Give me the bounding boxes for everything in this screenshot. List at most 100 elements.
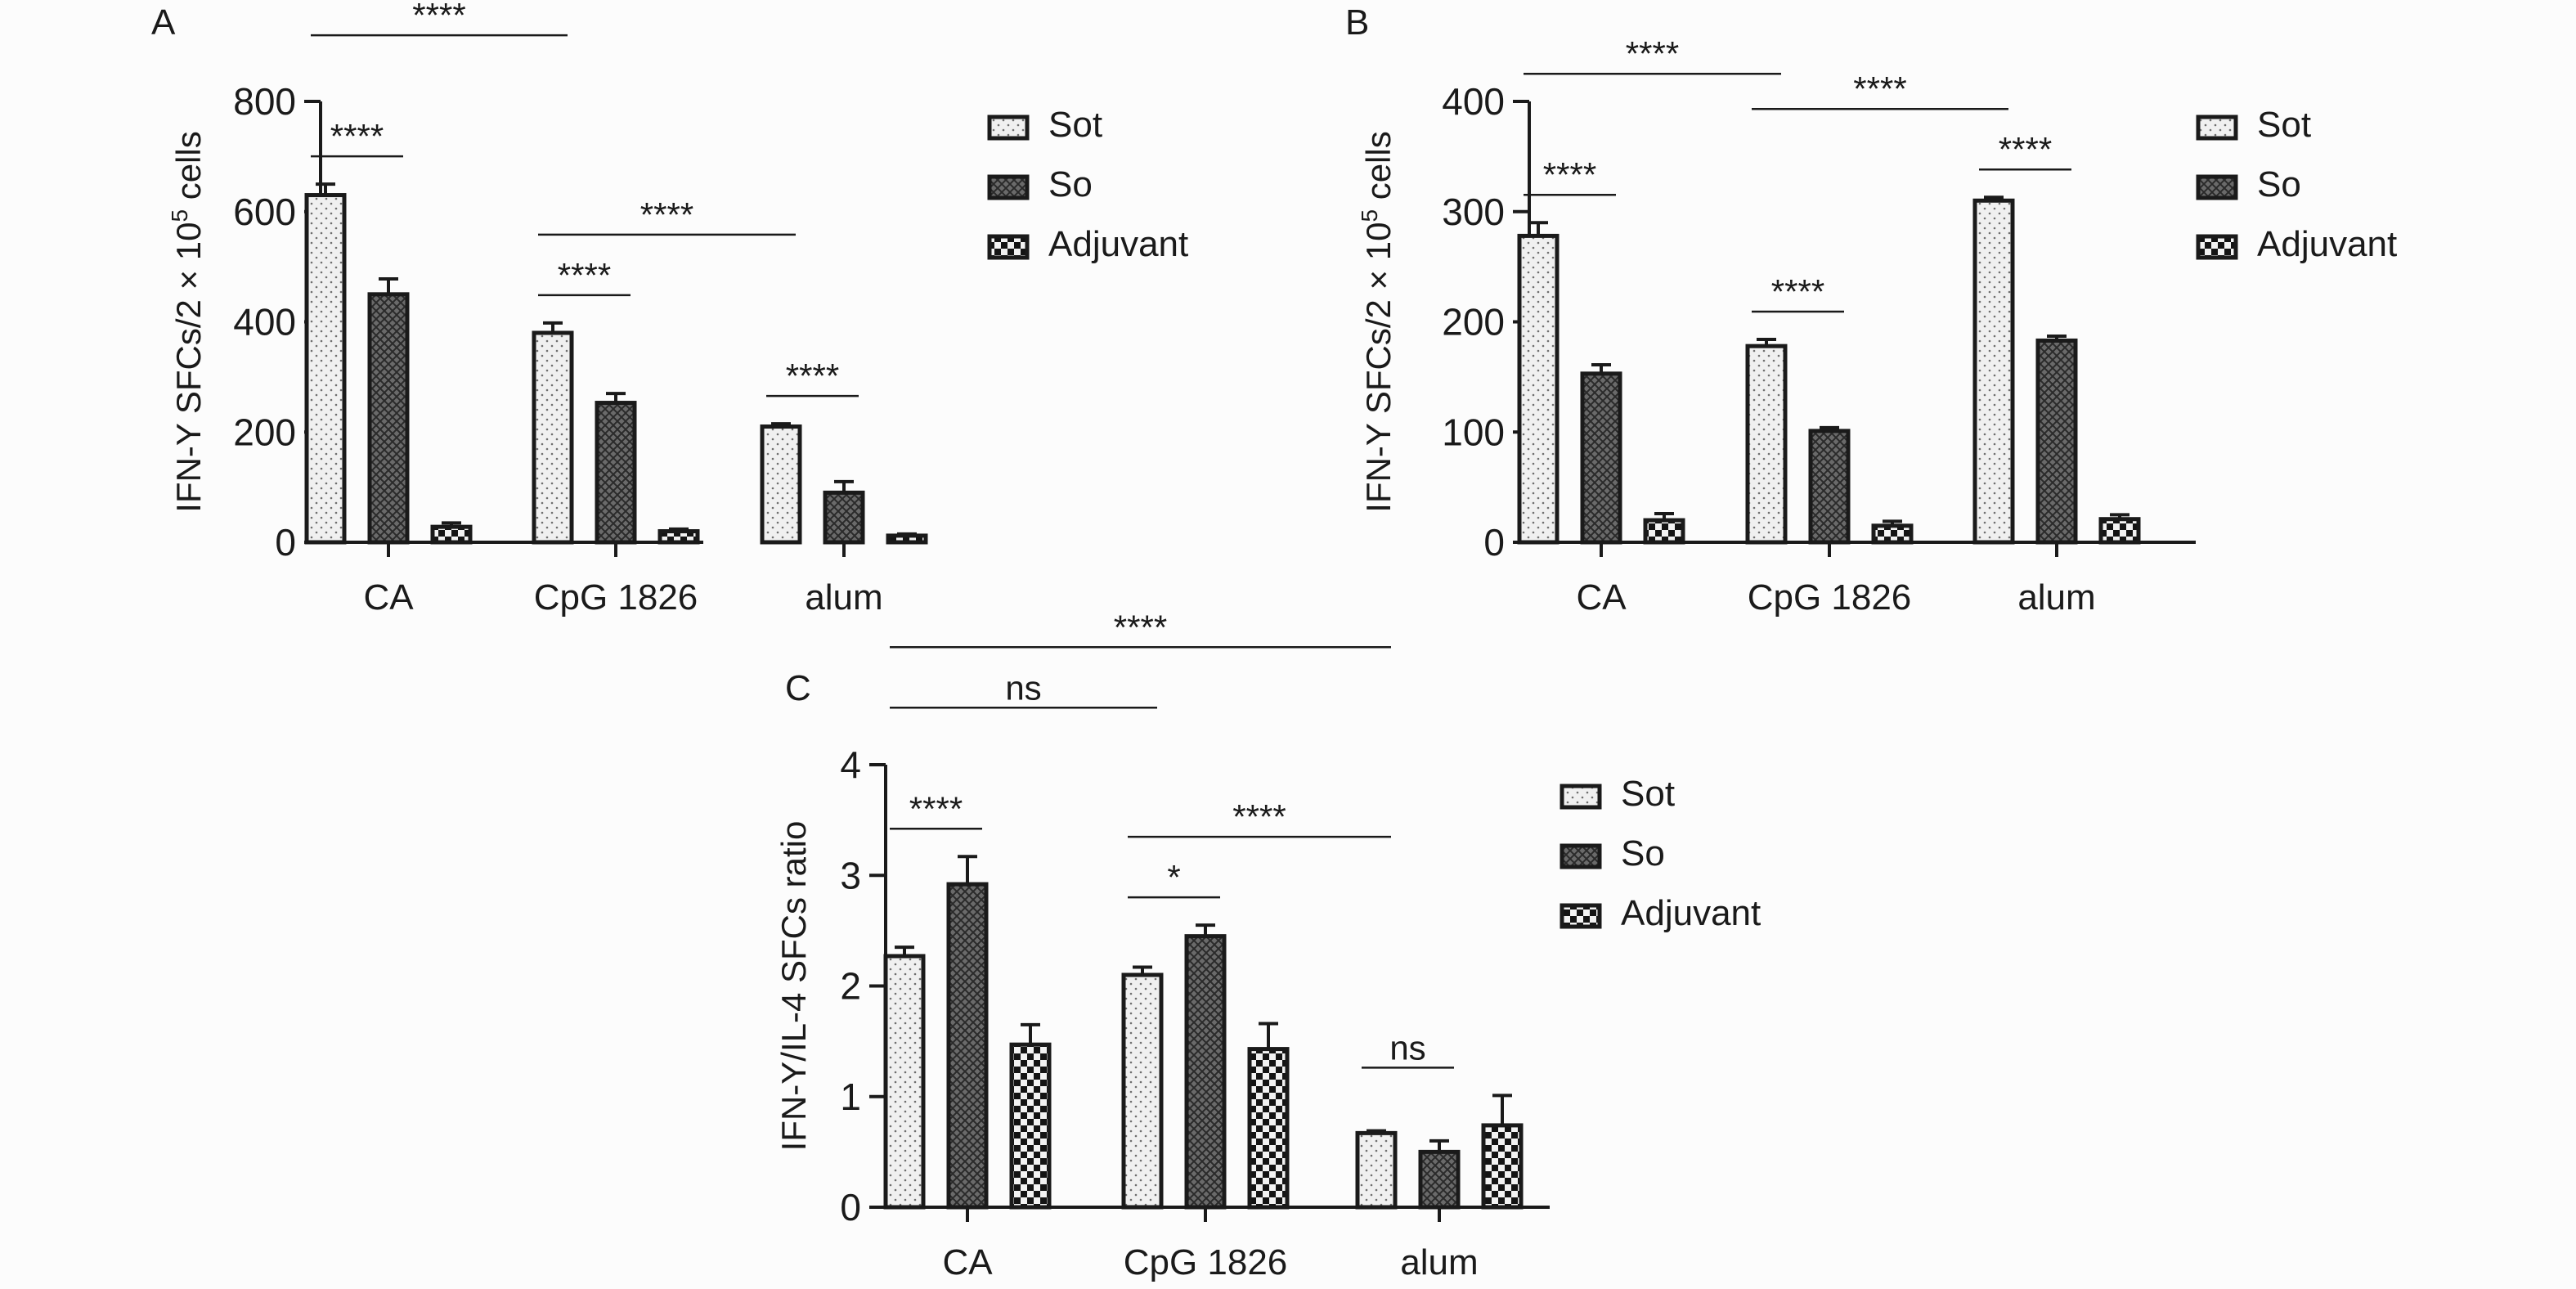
significance-label: **** xyxy=(1543,155,1596,194)
error-bar xyxy=(379,276,398,294)
bar-so-ca xyxy=(1580,371,1622,545)
panel-label: B xyxy=(1345,2,1369,43)
significance-label: **** xyxy=(558,256,611,294)
x-category-label: CpG 1826 xyxy=(1124,1242,1288,1282)
y-tick-label: 0 xyxy=(1483,521,1505,564)
error-bar xyxy=(1133,965,1152,975)
chart-panel-a: A 0 200 400 600 800 IFN-Y SFCs/2 × 105 cells CA… xyxy=(151,0,1188,618)
significance-label: **** xyxy=(1999,130,2052,168)
error-bar xyxy=(1757,338,1776,347)
legend-swatch-so xyxy=(1560,843,1602,869)
significance-label: * xyxy=(1167,858,1180,896)
bar-sot-ca xyxy=(1517,233,1560,545)
bar-sot-alum xyxy=(760,424,802,545)
y-tick-label: 400 xyxy=(233,301,296,344)
bar-so-alum xyxy=(1418,1149,1461,1210)
x-category-label: alum xyxy=(1400,1242,1478,1282)
error-bar xyxy=(316,182,335,195)
legend-swatch-adjuvant xyxy=(987,234,1030,260)
bar-sot-ca xyxy=(883,954,926,1210)
x-category-label: CpG 1826 xyxy=(1748,577,1912,618)
x-category-label: CA xyxy=(1576,577,1627,618)
y-tick-label: 400 xyxy=(1442,80,1505,123)
legend-swatch-sot xyxy=(1560,784,1602,810)
y-tick-label: 4 xyxy=(840,743,861,786)
significance-label: **** xyxy=(786,357,839,395)
bar-so-alum xyxy=(2035,338,2078,545)
y-tick-label: 0 xyxy=(275,521,296,564)
legend-swatch-adjuvant xyxy=(1560,903,1602,929)
error-bar xyxy=(1883,519,1902,526)
x-category-label: CA xyxy=(942,1242,993,1282)
error-bar xyxy=(1021,1022,1040,1045)
error-bar xyxy=(2110,513,2129,519)
error-bar xyxy=(442,521,461,528)
error-bar xyxy=(669,527,689,532)
error-bar xyxy=(895,945,914,956)
significance-label: **** xyxy=(330,117,384,155)
bar-adjuvant-cpg-1826 xyxy=(657,529,700,545)
y-axis-title: IFN-Y SFCs/2 × 105 cells xyxy=(1357,131,1398,512)
legend-label-sot: Sot xyxy=(2257,105,2311,145)
error-bar xyxy=(1492,1094,1512,1125)
bar-adjuvant-cpg-1826 xyxy=(1871,523,1914,545)
bar-adjuvant-ca xyxy=(430,524,473,545)
y-tick-label: 100 xyxy=(1442,411,1505,453)
bar-sot-ca xyxy=(304,193,347,545)
significance-label: **** xyxy=(909,789,963,828)
x-category-label: alum xyxy=(805,577,882,618)
legend-swatch-so xyxy=(987,174,1030,200)
legend-swatch-so xyxy=(2196,174,2238,200)
x-category-label: CA xyxy=(363,577,414,618)
legend-label-so: So xyxy=(1048,164,1093,204)
bar-sot-cpg-1826 xyxy=(532,330,574,545)
legend-label-adjuvant: Adjuvant xyxy=(2257,224,2397,264)
bar-sot-alum xyxy=(1972,198,2015,545)
significance-label: **** xyxy=(1771,272,1824,311)
error-bar xyxy=(1259,1022,1278,1049)
panel-label: C xyxy=(785,668,811,708)
error-bar xyxy=(1429,1139,1449,1152)
error-bar xyxy=(1820,425,1839,431)
significance-label: **** xyxy=(1232,797,1286,836)
bar-sot-cpg-1826 xyxy=(1121,972,1164,1210)
chart-panel-b: B 0 100 200 300 400 IFN-Y SFCs/2 × 105 cells CA… xyxy=(1345,2,2397,618)
significance-label: ns xyxy=(1005,668,1041,707)
significance-label: ns xyxy=(1389,1028,1425,1067)
chart-panel-c: C 0 1 2 3 4 IFN-Y/IL-4 SFCs ratio CA CpG 1826 alu… xyxy=(774,608,1761,1282)
y-tick-label: 3 xyxy=(840,854,861,896)
y-axis-title: IFN-Y/IL-4 SFCs ratio xyxy=(774,821,813,1152)
error-bar xyxy=(543,321,563,333)
legend-label-so: So xyxy=(1621,833,1665,874)
legend-label-so: So xyxy=(2257,164,2301,204)
y-tick-label: 800 xyxy=(233,80,296,123)
bar-so-cpg-1826 xyxy=(1184,934,1227,1210)
significance-label: **** xyxy=(1853,70,1906,108)
error-bar xyxy=(958,855,977,885)
error-bar xyxy=(1591,363,1611,374)
legend-swatch-adjuvant xyxy=(2196,234,2238,260)
y-tick-label: 300 xyxy=(1442,191,1505,233)
significance-label: **** xyxy=(1626,34,1679,73)
x-category-label: alum xyxy=(2017,577,2095,618)
error-bar xyxy=(897,532,917,536)
bar-so-cpg-1826 xyxy=(595,401,637,545)
bar-adjuvant-cpg-1826 xyxy=(1247,1047,1290,1210)
error-bar xyxy=(1654,511,1674,521)
y-tick-label: 1 xyxy=(840,1076,861,1118)
bar-adjuvant-alum xyxy=(886,533,928,545)
significance-label: **** xyxy=(1114,608,1167,646)
error-bar xyxy=(771,422,791,427)
error-bar xyxy=(1984,195,2004,201)
error-bar xyxy=(2047,335,2067,341)
bar-so-ca xyxy=(367,292,410,545)
bar-adjuvant-alum xyxy=(2098,517,2141,545)
significance-label: **** xyxy=(412,0,465,34)
y-axis-title: IFN-Y SFCs/2 × 105 cells xyxy=(167,131,208,512)
error-bar xyxy=(1196,923,1215,936)
legend-swatch-sot xyxy=(2196,115,2238,141)
bar-so-alum xyxy=(823,490,865,545)
x-category-label: CpG 1826 xyxy=(534,577,698,618)
legend-label-sot: Sot xyxy=(1048,105,1102,145)
